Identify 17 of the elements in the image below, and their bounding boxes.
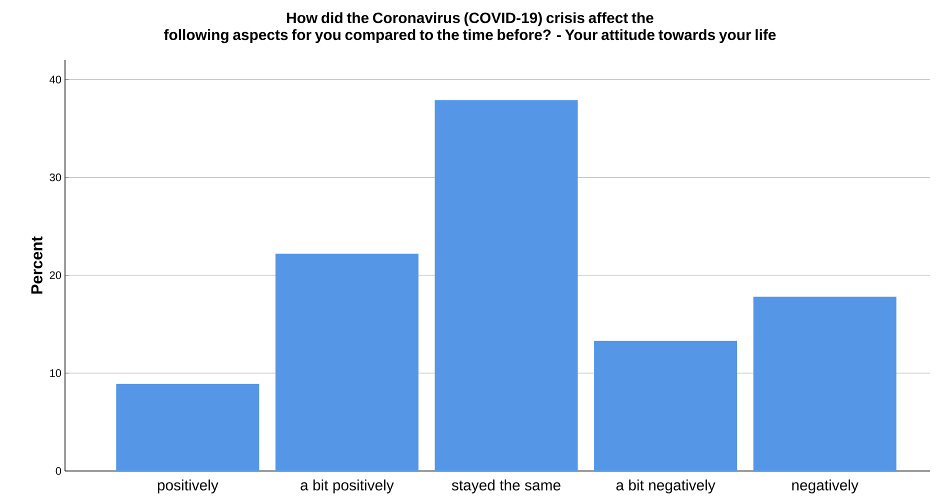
x-tick-label: a bit negatively	[616, 480, 716, 494]
bar	[116, 384, 260, 471]
bar	[753, 296, 896, 471]
x-tick-label: a bit positively	[300, 480, 394, 494]
bar	[434, 100, 578, 471]
x-tick-label: stayed the same	[452, 480, 560, 494]
y-tick-label: 30	[50, 174, 62, 182]
y-tick-label: 10	[50, 369, 62, 378]
x-tick-label: positively	[158, 480, 218, 494]
chart-title: How did the Coronavirus (COVID-19) crisis affect the following aspects for you compared to the time before? - Your attitude towards your life	[164, 12, 776, 44]
bar	[594, 340, 738, 471]
y-tick-label: 0	[56, 467, 62, 475]
y-tick-label: 20	[50, 271, 62, 280]
x-tick-label: negatively	[792, 480, 858, 494]
bar	[275, 254, 418, 471]
y-tick-label: 40	[50, 76, 62, 84]
y-axis-title: Percent	[31, 236, 42, 294]
